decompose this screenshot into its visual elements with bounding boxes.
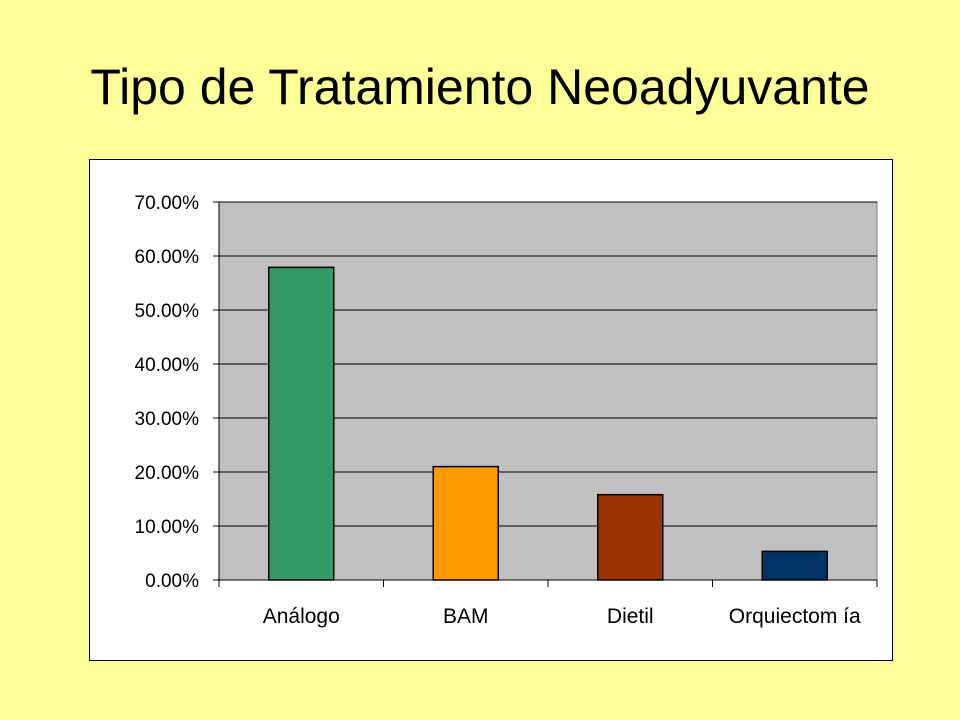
y-tick-label: 0.00% [145,571,199,592]
bar-1 [268,266,335,581]
y-tick-label: 40.00% [135,355,200,376]
y-tick-label: 10.00% [135,517,200,538]
bar-2 [432,465,499,581]
y-tick-label: 60.00% [135,247,200,268]
x-tick-label: BAM [443,605,489,628]
x-tick-label: Dietil [607,605,654,628]
y-tick-label: 20.00% [135,463,200,484]
bar-4 [761,550,828,581]
y-tick-label: 50.00% [135,301,200,322]
slide-title: Tipo de Tratamiento Neoadyuvante [90,59,870,115]
y-tick-label: 70.00% [135,193,200,214]
x-tick-label: Orquiectom ía [729,605,861,628]
chart-frame: 0.00% 10.00% 20.00% 30.00% 40.00% 50.00% 60.00… [89,159,893,661]
x-tick-label: Análogo [263,605,340,628]
bar-3 [597,493,664,581]
bar-chart: 0.00% 10.00% 20.00% 30.00% 40.00% 50.00% 60.00… [135,193,878,628]
y-tick-label: 30.00% [135,409,200,430]
